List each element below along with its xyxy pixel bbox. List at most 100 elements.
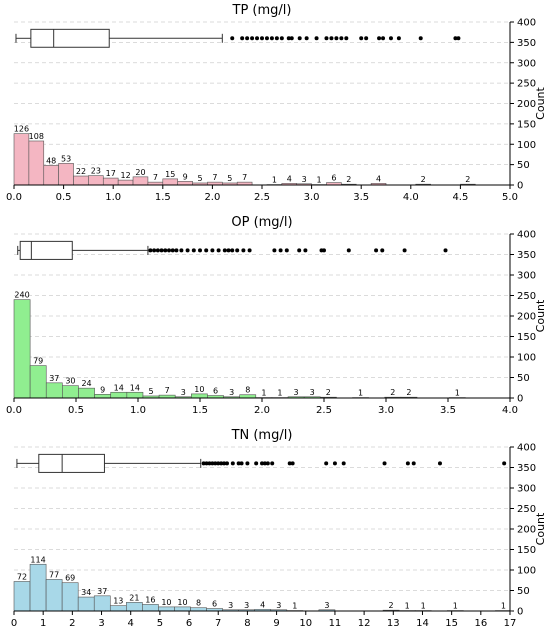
outlier-point (419, 36, 423, 40)
bar-count-label: 72 (17, 572, 27, 581)
histogram-bar (163, 179, 178, 185)
outlier-point (298, 36, 302, 40)
y-tick-label: 150 (517, 332, 536, 343)
bar-count-label: 3 (324, 601, 329, 610)
histogram-bar (29, 141, 44, 185)
outlier-point (204, 248, 208, 252)
y-axis-label: Count (534, 512, 547, 545)
bar-count-label: 2 (389, 601, 394, 610)
bar-count-label: 6 (212, 600, 217, 609)
y-tick-label: 150 (517, 119, 536, 130)
outlier-point (397, 36, 401, 40)
outlier-point (339, 36, 343, 40)
bar-count-label: 6 (331, 174, 336, 183)
outlier-point (279, 248, 283, 252)
x-tick-label: 4 (128, 618, 134, 629)
x-tick-label: 2.5 (254, 192, 270, 203)
x-tick-label: 4.0 (403, 192, 419, 203)
bar-count-label: 8 (196, 599, 201, 608)
y-tick-label: 300 (517, 484, 536, 495)
bar-count-label: 126 (14, 125, 29, 134)
bar-count-label: 7 (153, 173, 158, 182)
bar-count-label: 6 (213, 387, 218, 396)
bar-count-label: 7 (242, 173, 247, 182)
histogram-bar (118, 180, 133, 185)
bar-count-label: 4 (287, 174, 292, 183)
x-tick-label: 0.5 (56, 192, 72, 203)
bar-count-label: 34 (81, 588, 91, 597)
bar-count-label: 3 (181, 388, 186, 397)
histogram-bar (191, 394, 207, 398)
outlier-point (324, 461, 328, 465)
bar-count-label: 3 (244, 601, 249, 610)
bar-count-label: 37 (97, 587, 107, 596)
outlier-point (270, 36, 274, 40)
x-tick-label: 7 (215, 618, 221, 629)
outlier-point (290, 36, 294, 40)
x-tick-label: 3 (98, 618, 104, 629)
outlier-point (377, 36, 381, 40)
bar-count-label: 48 (46, 156, 56, 165)
x-tick-label: 1.5 (155, 192, 171, 203)
histogram-bar (110, 606, 126, 611)
x-tick-label: 5 (157, 618, 163, 629)
outlier-point (342, 461, 346, 465)
x-tick-label: 4.0 (502, 405, 518, 416)
histogram-bar (14, 134, 29, 185)
histogram-bar (14, 581, 30, 611)
bar-count-label: 53 (61, 154, 71, 163)
histogram-bar (59, 163, 74, 185)
histogram-bar (178, 181, 193, 185)
bar-count-label: 79 (33, 357, 43, 366)
y-tick-label: 300 (517, 271, 536, 282)
box-iqr (39, 454, 105, 472)
y-tick-label: 0 (517, 607, 523, 618)
y-tick-label: 400 (517, 18, 536, 29)
y-tick-label: 0 (517, 394, 523, 405)
bar-count-label: 13 (113, 597, 123, 606)
bar-count-label: 1 (272, 176, 277, 185)
histogram-bar (14, 300, 30, 398)
bar-count-label: 21 (129, 593, 139, 602)
x-tick-label: 8 (244, 618, 250, 629)
y-tick-label: 50 (517, 586, 530, 597)
bar-count-label: 9 (100, 385, 105, 394)
bar-count-label: 3 (294, 388, 299, 397)
bar-count-label: 2 (406, 388, 411, 397)
bar-count-label: 3 (228, 601, 233, 610)
outlier-point (192, 248, 196, 252)
histogram-bar (46, 383, 62, 398)
histogram-bar (44, 165, 59, 185)
x-tick-label: 9 (273, 618, 279, 629)
bar-count-label: 10 (177, 598, 187, 607)
y-tick-label: 350 (517, 250, 536, 261)
x-tick-label: 2 (69, 618, 75, 629)
outlier-point (334, 36, 338, 40)
bar-count-label: 1 (277, 389, 282, 398)
x-tick-label: 4.5 (452, 192, 468, 203)
y-tick-label: 350 (517, 463, 536, 474)
outlier-point (227, 248, 231, 252)
bar-count-label: 15 (165, 170, 175, 179)
outlier-point (230, 36, 234, 40)
outlier-point (231, 461, 235, 465)
outlier-point (275, 36, 279, 40)
outlier-point (333, 461, 337, 465)
bar-count-label: 3 (229, 388, 234, 397)
outlier-point (389, 36, 393, 40)
x-tick-label: 3.5 (440, 405, 456, 416)
x-tick-label: 0 (11, 618, 17, 629)
histogram-bar (78, 388, 94, 398)
bar-count-label: 1 (453, 602, 458, 611)
bar-count-label: 9 (183, 172, 188, 181)
bar-count-label: 23 (91, 167, 101, 176)
y-tick-label: 100 (517, 140, 536, 151)
bar-count-label: 1 (358, 389, 363, 398)
bar-count-label: 22 (76, 167, 86, 176)
bar-count-label: 240 (14, 291, 29, 300)
y-tick-label: 150 (517, 545, 536, 556)
outlier-point (248, 248, 252, 252)
y-tick-label: 50 (517, 373, 530, 384)
outlier-point (380, 248, 384, 252)
